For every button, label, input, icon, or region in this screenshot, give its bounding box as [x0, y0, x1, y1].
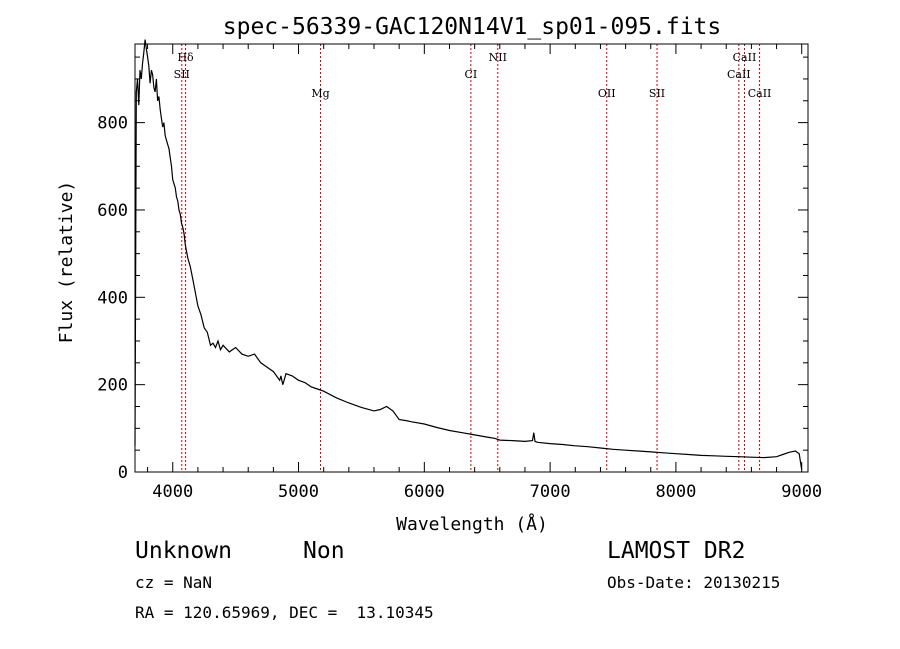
line-label-4: NII — [489, 51, 507, 64]
line-label-5: OII — [598, 87, 616, 100]
coordinates-readout: RA = 120.65969, DEC = 13.10345 — [135, 603, 434, 622]
line-label-2: Mg — [311, 87, 329, 100]
spectral-line-markers: Hδ SII Mg CI NII OII SII CaII CaII CaII — [174, 44, 772, 472]
line-label-0: Hδ — [177, 51, 194, 64]
x-tick-label-2: 6000 — [404, 482, 445, 502]
y-tick-label-4: 800 — [97, 114, 128, 134]
line-label-8: CaII — [727, 68, 751, 81]
chart-title: spec-56339-GAC120N14V1_sp01-095.fits — [223, 14, 722, 40]
x-tick-label-4: 8000 — [655, 482, 696, 502]
y-tick-label-3: 600 — [97, 201, 128, 221]
x-axis-label: Wavelength (Å) — [396, 513, 548, 535]
line-label-6: SII — [649, 87, 665, 100]
y-tick-label-2: 400 — [97, 288, 128, 308]
spectrum-line — [134, 39, 803, 470]
x-tick-label-1: 5000 — [278, 482, 319, 502]
survey-name: LAMOST DR2 — [607, 538, 746, 564]
object-subclass: Non — [303, 538, 345, 564]
y-tick-label-1: 200 — [97, 376, 128, 396]
line-label-7: CaII — [733, 51, 757, 64]
x-tick-label-0: 4000 — [152, 482, 193, 502]
plot-frame — [134, 43, 809, 473]
observation-date: Obs-Date: 20130215 — [607, 573, 781, 592]
line-label-9: CaII — [748, 87, 772, 100]
axis-ticks: 4000 5000 6000 7000 8000 9000 0 200 400 600 800 — [97, 44, 822, 502]
x-tick-label-3: 7000 — [530, 482, 571, 502]
line-label-3: CI — [464, 68, 477, 81]
y-tick-label-0: 0 — [118, 463, 128, 483]
y-axis-label: Flux (relative) — [56, 181, 77, 344]
x-tick-label-5: 9000 — [781, 482, 822, 502]
line-label-1: SII — [174, 68, 190, 81]
redshift-readout: cz = NaN — [135, 573, 213, 592]
object-class: Unknown — [135, 538, 232, 564]
